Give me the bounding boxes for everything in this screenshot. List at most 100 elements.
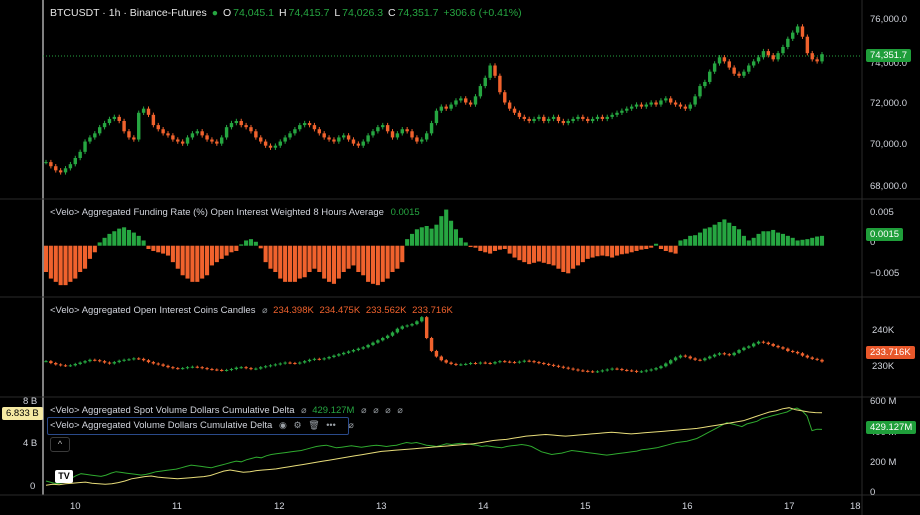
funding-bar <box>727 222 732 246</box>
tradingview-logo: TV <box>55 470 73 483</box>
oi-candle-body <box>571 368 575 370</box>
funding-bar <box>497 245 502 250</box>
oi-candle-body <box>381 338 385 341</box>
funding-bars <box>43 209 825 286</box>
oi-candle-body <box>473 363 478 365</box>
funding-bar <box>712 224 717 246</box>
funding-bar <box>263 245 268 263</box>
price-candle-body <box>527 118 531 121</box>
price-candle-body <box>776 53 780 60</box>
oi-candle-body <box>708 356 712 359</box>
funding-bar <box>156 245 161 253</box>
settings-icon[interactable]: ⚙ <box>293 420 302 430</box>
funding-bar <box>732 226 737 246</box>
collapse-chevron-up-icon[interactable]: ^ <box>50 437 70 452</box>
price-candle-body <box>649 102 653 105</box>
price-candle-body <box>332 139 336 142</box>
time-label: 18 <box>850 501 861 512</box>
price-candle-body <box>351 139 356 144</box>
price-candle-body <box>512 108 517 113</box>
funding-bar <box>97 242 102 246</box>
oi-candle-body <box>78 362 82 364</box>
funding-bar <box>468 245 473 248</box>
price-tick: 74,000.0 <box>870 58 907 69</box>
hidden-icon[interactable]: ⌀ <box>262 305 268 315</box>
trash-icon[interactable]: 🗑 <box>308 420 320 430</box>
price-candle-body <box>708 71 712 82</box>
price-candle-body <box>478 86 483 97</box>
oi-candle-body <box>507 361 512 363</box>
price-candle-body <box>600 116 605 119</box>
oi-candle-body <box>88 359 92 362</box>
agg-cvd-legend[interactable]: <Velo> Aggregated Volume Dollars Cumulat… <box>50 420 354 431</box>
more-icon[interactable]: ••• <box>326 420 336 430</box>
spot-cvd-legend[interactable]: <Velo> Aggregated Spot Volume Dollars Cu… <box>50 405 403 416</box>
funding-bar <box>649 245 654 248</box>
symbol-title[interactable]: BTCUSDT · 1h · Binance-Futures <box>50 7 207 19</box>
funding-bar <box>253 241 258 246</box>
agg-cvd-legend-toolbox[interactable] <box>47 417 349 435</box>
price-legend[interactable]: BTCUSDT · 1h · Binance-Futures ● O 74,045… <box>50 7 524 19</box>
funding-bar <box>688 235 693 246</box>
funding-bar <box>502 245 507 249</box>
price-candle-body <box>747 65 751 72</box>
oi-candle-body <box>317 358 322 360</box>
oi-legend[interactable]: <Velo> Aggregated Open Interest Coins Ca… <box>50 305 453 316</box>
oi-tick: 230K <box>872 361 895 372</box>
funding-bar <box>444 209 449 246</box>
price-candle-body <box>400 129 404 134</box>
funding-bar <box>819 235 825 246</box>
price-candle-body <box>449 104 453 109</box>
price-candle-body <box>791 32 795 39</box>
oi-candle-body <box>273 364 278 366</box>
price-candle-body <box>717 57 722 64</box>
funding-bar <box>307 245 312 272</box>
oi-candle-body <box>239 367 243 369</box>
oi-candle-body <box>312 358 317 360</box>
price-candle-body <box>483 77 487 87</box>
oi-candle-body <box>415 321 419 325</box>
oi-candle-body <box>54 363 58 365</box>
funding-legend[interactable]: <Velo> Aggregated Funding Rate (%) Open … <box>50 207 420 218</box>
open-value: 74,045.1 <box>233 7 275 19</box>
price-candle-body <box>376 127 380 132</box>
eye-icon[interactable]: ◉ <box>278 420 287 430</box>
oi-candle-body <box>49 361 53 364</box>
funding-bar <box>131 232 136 246</box>
oi-candle-body <box>742 347 746 351</box>
oi-candle-body <box>693 358 697 360</box>
oi-low: 233.562K <box>365 305 407 316</box>
price-candle-body <box>166 133 170 136</box>
funding-bar <box>541 245 546 263</box>
funding-bar <box>112 231 117 246</box>
oi-candle-body <box>180 368 185 370</box>
funding-bar <box>146 245 151 249</box>
hidden-icon[interactable]: ⌀ <box>301 405 307 415</box>
price-candle-body <box>137 112 141 140</box>
price-candle-body <box>786 38 790 47</box>
price-candle-body <box>215 141 219 144</box>
funding-bar <box>327 245 332 282</box>
oi-candle-body <box>171 367 175 369</box>
price-candle-body <box>737 73 741 76</box>
price-candle-body <box>293 129 297 134</box>
price-candle-body <box>581 116 585 119</box>
last-price-tag: 74,351.7 <box>866 49 911 62</box>
funding-bar <box>458 237 463 246</box>
oi-candle-body <box>249 368 253 370</box>
oi-candle-body <box>424 317 429 338</box>
price-candle-body <box>307 123 312 126</box>
funding-bar <box>619 245 624 255</box>
funding-bar <box>234 245 239 251</box>
price-candle-body <box>68 164 73 169</box>
price-candle-body <box>171 135 175 140</box>
funding-bar <box>141 240 146 246</box>
funding-bar <box>292 245 297 282</box>
price-candle-body <box>507 102 512 109</box>
oi-candle-body <box>668 360 673 364</box>
oi-candle-body <box>747 346 751 348</box>
price-candle-body <box>410 131 414 138</box>
oi-candle-body <box>337 354 341 356</box>
oi-candle-body <box>132 358 136 360</box>
